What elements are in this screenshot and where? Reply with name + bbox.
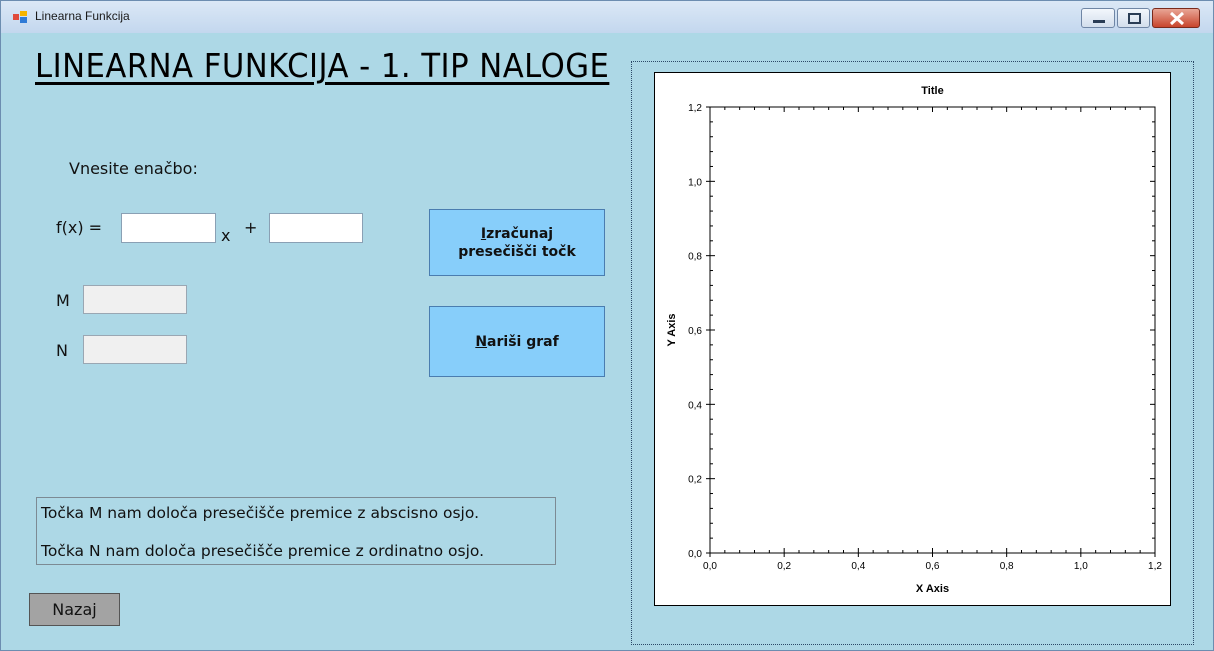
draw-button-label: Nariši graf <box>475 333 559 350</box>
x-axis-title: X Axis <box>916 583 949 595</box>
compute-button-line2: presečišči točk <box>458 243 576 260</box>
n-label: N <box>56 341 68 360</box>
equation-prompt: Vnesite enačbo: <box>69 159 198 178</box>
x-tick-label: 0,4 <box>851 561 865 572</box>
plus-label: + <box>244 218 258 237</box>
chart-area: Title X Axis Y Axis 0,0 0,2 0,4 0,6 0,8 1,0 1,2 0,… <box>654 72 1171 606</box>
y-tick-label: 0,6 <box>688 326 702 337</box>
x-tick-label: 0,2 <box>777 561 791 572</box>
y-tick-label: 0,2 <box>688 475 702 486</box>
intercept-input[interactable] <box>269 213 363 243</box>
x-tick-label: 0,6 <box>926 561 940 572</box>
x-tick-label: 0,0 <box>703 561 717 572</box>
back-button[interactable]: Nazaj <box>29 593 120 626</box>
x-label: x <box>221 226 231 245</box>
compute-button-line1: Izračunaj <box>480 225 554 242</box>
chart-svg: Title X Axis Y Axis 0,0 0,2 0,4 0,6 0,8 1,0 1,2 0,… <box>666 85 1162 595</box>
y-tick-label: 0,4 <box>688 400 702 411</box>
chart-title: Title <box>921 85 943 97</box>
app-icon <box>13 11 27 23</box>
title-bar[interactable]: Linearna Funkcija <box>1 1 1213 33</box>
window-title: Linearna Funkcija <box>35 9 130 23</box>
minimize-icon <box>1093 20 1105 23</box>
y-axis-title: Y Axis <box>666 313 678 346</box>
close-button[interactable] <box>1152 8 1200 28</box>
m-label: M <box>56 291 70 310</box>
y-tick-label: 1,2 <box>688 103 702 114</box>
plot-area <box>709 106 1156 554</box>
y-tick-label: 1,0 <box>688 177 702 188</box>
x-tick-label: 0,8 <box>1000 561 1014 572</box>
m-field[interactable] <box>83 285 187 314</box>
maximize-button[interactable] <box>1117 8 1150 28</box>
n-field[interactable] <box>83 335 187 364</box>
page-title: LINEARNA FUNKCIJA - 1. TIP NALOGE <box>35 46 610 85</box>
draw-graph-button[interactable]: Nariši graf <box>429 306 605 377</box>
slope-input[interactable] <box>121 213 216 243</box>
fx-label: f(x) = <box>56 218 103 237</box>
y-tick-label: 0,0 <box>688 549 702 560</box>
close-icon <box>1169 11 1185 26</box>
x-tick-label: 1,2 <box>1148 561 1162 572</box>
y-tick-label: 0,8 <box>688 252 702 263</box>
minimize-button[interactable] <box>1081 8 1115 28</box>
info-line-2: Točka N nam določa presečišče premice z … <box>41 542 485 560</box>
compute-intersections-button[interactable]: Izračunaj presečišči točk <box>429 209 605 276</box>
x-tick-label: 1,0 <box>1074 561 1088 572</box>
info-label: Točka M nam določa presečišče premice z … <box>36 497 556 565</box>
info-line-1: Točka M nam določa presečišče premice z … <box>41 504 479 522</box>
maximize-icon <box>1128 13 1141 24</box>
